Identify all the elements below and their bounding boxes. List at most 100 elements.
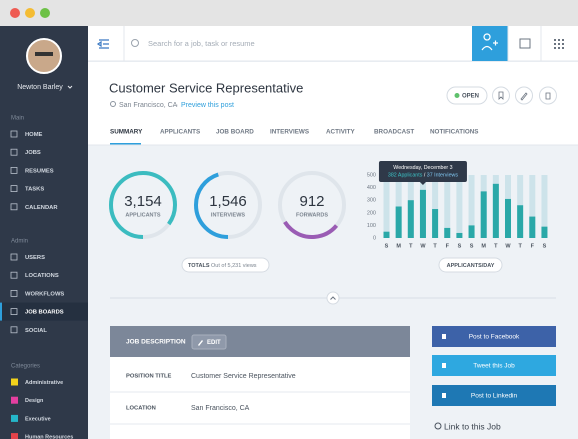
nav-item[interactable]: RESUMES (25, 168, 54, 174)
tab[interactable]: APPLICANTS (160, 129, 200, 136)
bar[interactable] (529, 216, 536, 238)
share-label: Tweet this Job (473, 363, 515, 370)
job-location: San Francisco, CA (119, 102, 178, 109)
chart-caption-pill (438, 257, 503, 273)
bar-track (529, 175, 536, 238)
nav-item[interactable]: HOME (25, 132, 43, 138)
link-title: Link to this Job (444, 421, 501, 431)
tooltip-text: 37 Interviews (427, 173, 459, 179)
bar[interactable] (468, 225, 475, 238)
bar[interactable] (407, 200, 414, 238)
menu-toggle[interactable] (96, 39, 109, 49)
collapse-button[interactable] (326, 291, 340, 305)
active-indicator (0, 302, 2, 321)
tab[interactable]: NOTIFICATIONS (430, 129, 479, 136)
tab[interactable]: BROADCAST (374, 129, 414, 136)
bar[interactable] (444, 227, 451, 238)
nav-icon (10, 166, 18, 174)
nav-icon (10, 148, 18, 156)
link-icon (434, 422, 442, 430)
field-label: POSITION TITLE (126, 374, 172, 380)
edit-description-button[interactable] (191, 334, 227, 350)
stat-ring (194, 171, 262, 239)
nav-item[interactable]: CALENDAR (25, 205, 58, 211)
y-tick-label: 0 (373, 235, 376, 241)
nav-item[interactable]: LOCATIONS (25, 273, 59, 279)
chevron-icon (330, 296, 336, 300)
bar[interactable] (505, 198, 511, 238)
bar-track (456, 175, 463, 238)
share-button[interactable] (432, 385, 556, 406)
sidebar-section-title: Categories (11, 364, 40, 370)
totals-label: TOTALS (188, 263, 210, 269)
x-tick-label: F (531, 243, 535, 249)
stat-label: FORWARDS (296, 212, 328, 218)
bar-track (468, 175, 475, 238)
status-pill[interactable] (446, 86, 488, 105)
nav-item[interactable]: SOCIAL (25, 328, 47, 334)
nav-item[interactable]: TASKS (25, 187, 44, 193)
zoom-button[interactable] (40, 8, 50, 18)
bar-track (444, 175, 451, 238)
x-tick-label: W (420, 243, 426, 249)
bar[interactable] (383, 231, 390, 238)
share-icon (442, 334, 446, 339)
tab[interactable]: SUMMARY (110, 129, 143, 136)
stat-value: 912 (299, 193, 324, 210)
nav-icon (10, 289, 18, 297)
nav-item[interactable]: USERS (25, 255, 45, 261)
nav-item[interactable]: WORKFLOWS (25, 291, 64, 297)
category-item[interactable]: Design (25, 398, 44, 404)
bookmark-button[interactable] (492, 86, 510, 105)
apps-button[interactable] (554, 39, 564, 49)
bar[interactable] (517, 205, 524, 238)
nav-item[interactable]: JOBS (25, 150, 41, 156)
avatar-glasses (35, 52, 53, 56)
bar[interactable] (492, 183, 499, 238)
y-tick-label: 400 (367, 185, 376, 191)
search-input[interactable]: Search for a job, task or resume (148, 39, 255, 48)
bar[interactable] (456, 232, 463, 238)
delete-button[interactable] (539, 86, 557, 105)
separator: / (422, 173, 426, 179)
category-item[interactable]: Human Resources (25, 435, 73, 439)
stat-label: APPLICANTS (125, 212, 160, 218)
nav-item[interactable]: JOB BOARDS (25, 310, 64, 316)
x-tick-label: T (494, 243, 498, 249)
nav-icon (10, 203, 18, 211)
nav-icon (10, 326, 18, 334)
tab[interactable]: JOB BOARD (216, 129, 254, 136)
inbox-button[interactable] (519, 38, 531, 49)
sidebar-section-title: Main (11, 116, 24, 122)
bar[interactable] (480, 191, 487, 238)
tab[interactable]: INTERVIEWS (270, 129, 309, 136)
preview-link[interactable]: Preview this post (181, 102, 234, 109)
share-button[interactable] (432, 326, 556, 347)
share-label: Post to Linkedin (471, 393, 518, 400)
bar[interactable] (419, 189, 426, 238)
nav-icon (10, 308, 18, 316)
x-tick-label: S (385, 243, 389, 249)
tooltip-text: 382 Applicants (388, 173, 423, 179)
totals-pill (181, 257, 270, 273)
bar-track (541, 175, 548, 238)
add-candidate-button[interactable] (472, 26, 508, 61)
share-button[interactable] (432, 355, 556, 376)
stat-ring (278, 171, 346, 239)
bar[interactable] (432, 209, 439, 238)
tab[interactable]: ACTIVITY (326, 129, 355, 136)
field-value: San Francisco, CA (191, 405, 250, 412)
x-tick-label: T (409, 243, 413, 249)
user-caret[interactable] (67, 85, 73, 89)
minimize-button[interactable] (25, 8, 35, 18)
category-item[interactable]: Executive (25, 416, 51, 422)
category-swatch (11, 414, 18, 422)
user-name[interactable]: Newton Barley (17, 84, 63, 91)
category-item[interactable]: Administrative (25, 380, 63, 386)
bar[interactable] (395, 206, 402, 239)
bar[interactable] (541, 226, 548, 238)
close-button[interactable] (10, 8, 20, 18)
tooltip (378, 161, 467, 182)
